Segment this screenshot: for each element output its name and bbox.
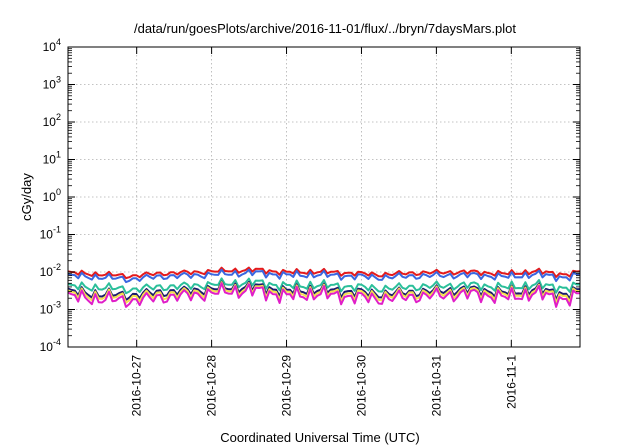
x-axis-label: Coordinated Universal Time (UTC) bbox=[220, 430, 419, 445]
y-tick-label: 10-4 bbox=[40, 337, 61, 354]
x-tick-label: 2016-11-1 bbox=[504, 355, 518, 409]
y-tick-label: 101 bbox=[43, 150, 61, 167]
series-line-6 bbox=[67, 282, 580, 308]
series-line-1 bbox=[67, 266, 581, 280]
series-line-3 bbox=[67, 277, 581, 295]
y-tick-label: 104 bbox=[43, 37, 61, 54]
y-axis-label: cGy/day bbox=[19, 173, 34, 221]
x-tick-label: 2016-10-28 bbox=[205, 355, 219, 417]
x-tick-label: 2016-10-29 bbox=[280, 355, 294, 417]
x-tick-label: 2016-10-30 bbox=[354, 355, 368, 417]
y-tick-label: 10-1 bbox=[40, 225, 61, 242]
ticks: 10-4 10-3 10-2 10-1 100 101 102 103 104 2016-10-2… bbox=[40, 37, 580, 416]
grid bbox=[68, 47, 580, 347]
y-tick-label: 10-2 bbox=[40, 262, 61, 279]
x-tick-label: 2016-10-27 bbox=[130, 355, 144, 417]
series-group bbox=[67, 266, 581, 308]
chart-title: /data/run/goesPlots/archive/2016-11-01/f… bbox=[134, 21, 516, 36]
x-tick-label: 2016-10-31 bbox=[429, 355, 443, 417]
y-tick-label: 100 bbox=[43, 187, 61, 204]
y-tick-label: 10-3 bbox=[40, 300, 61, 317]
y-tick-label: 102 bbox=[43, 112, 61, 129]
y-tick-label: 103 bbox=[43, 75, 61, 92]
series-line-2 bbox=[67, 268, 581, 284]
